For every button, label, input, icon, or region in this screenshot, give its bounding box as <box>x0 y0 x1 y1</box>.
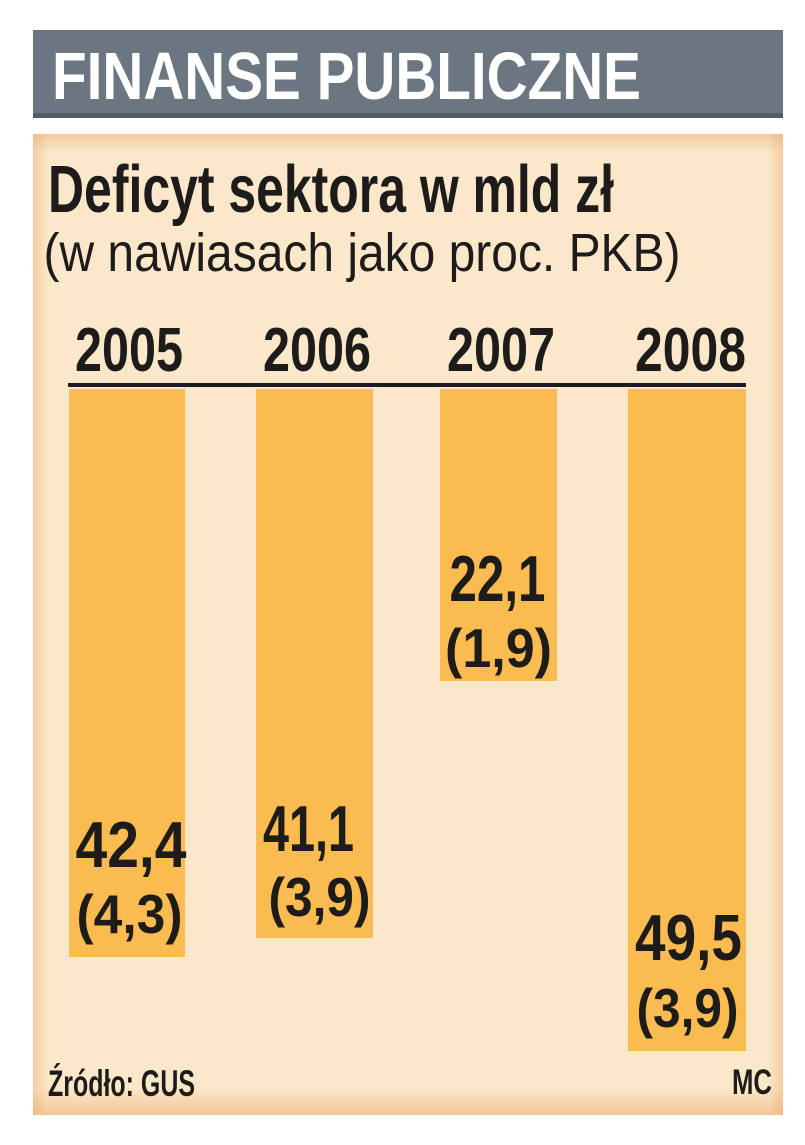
svg-text:2006: 2006 <box>263 315 371 385</box>
svg-text:2007: 2007 <box>447 315 555 385</box>
svg-text:49,5: 49,5 <box>635 902 742 974</box>
svg-text:Deficyt sektora w mld zł: Deficyt sektora w mld zł <box>48 152 614 227</box>
svg-text:22,1: 22,1 <box>450 543 546 615</box>
svg-text:(3,9): (3,9) <box>637 977 739 1039</box>
svg-text:(w nawiasach jako proc. PKB): (w nawiasach jako proc. PKB) <box>44 223 681 283</box>
svg-text:Źródło: GUS: Źródło: GUS <box>48 1063 195 1104</box>
svg-text:(4,3): (4,3) <box>77 883 183 945</box>
svg-text:2008: 2008 <box>635 315 746 385</box>
svg-text:(3,9): (3,9) <box>269 866 371 928</box>
svg-text:FINANSE PUBLICZNE: FINANSE PUBLICZNE <box>52 39 641 114</box>
svg-text:(1,9): (1,9) <box>445 617 552 679</box>
svg-text:41,1: 41,1 <box>263 793 354 865</box>
svg-text:MC: MC <box>732 1063 772 1102</box>
svg-text:42,4: 42,4 <box>76 809 187 881</box>
svg-text:2005: 2005 <box>75 315 183 385</box>
